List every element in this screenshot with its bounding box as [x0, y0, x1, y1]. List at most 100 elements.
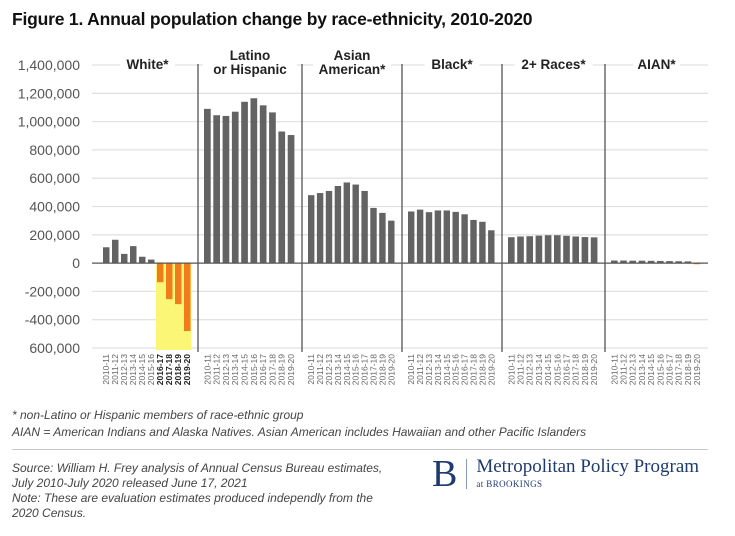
- x-tick-label: 2018-19: [477, 354, 487, 385]
- bar: [629, 260, 637, 264]
- bar: [204, 108, 211, 264]
- x-tick-label: 2011-12: [619, 354, 629, 385]
- x-tick-label: 2018-19: [277, 354, 287, 385]
- bars: [103, 98, 701, 332]
- x-tick-label: 2013-14: [230, 354, 240, 385]
- group-label: AIAN*: [637, 57, 676, 72]
- y-tick-label: 600,000: [29, 340, 80, 356]
- bar: [278, 131, 286, 264]
- note-line-2: 2020 Census.: [12, 506, 87, 520]
- x-tick-label: 2012-13: [424, 354, 434, 385]
- bar: [184, 263, 191, 332]
- x-tick-label: 2017-18: [164, 354, 174, 385]
- bar: [443, 210, 451, 264]
- x-tick-label: 2014-15: [646, 354, 656, 385]
- bar-chart: 1,400,000 1,200,000 1,000,000 800,000 600,00…: [18, 48, 708, 385]
- x-tick-label: 2012-13: [525, 354, 535, 385]
- x-tick-label: 2011-12: [110, 354, 120, 385]
- group-label: or Hispanic: [213, 62, 287, 77]
- bar: [241, 101, 248, 264]
- x-tick-label: 2019-20: [182, 354, 192, 385]
- x-tick-label: 2016-17: [562, 354, 572, 385]
- x-tick-labels: 2010-11 2011-12 2012-13 2013-14 2014-15 2015-…: [101, 354, 702, 385]
- group-label: Asian: [334, 48, 371, 63]
- bar: [470, 219, 477, 264]
- x-tick-label: 2014-15: [342, 354, 352, 385]
- x-tick-label: 2019-20: [692, 354, 702, 385]
- bar: [325, 190, 333, 264]
- bar: [638, 260, 646, 264]
- y-tick-label: -400,000: [25, 312, 80, 328]
- group-label-bg: [312, 50, 392, 80]
- x-tick-label: 2017-18: [469, 354, 479, 385]
- x-tick-label: 2012-13: [221, 354, 231, 385]
- divider: [12, 449, 708, 450]
- bar: [611, 260, 618, 264]
- bar: [675, 261, 683, 264]
- x-tick-label: 2012-13: [324, 354, 334, 385]
- x-tick-label: 2012-13: [628, 354, 638, 385]
- bar: [563, 235, 570, 264]
- group-label-bg: [424, 50, 480, 76]
- bar: [684, 261, 692, 264]
- x-tick-label: 2017-18: [674, 354, 684, 385]
- y-tick-label: 400,000: [29, 199, 80, 215]
- bar: [572, 236, 580, 264]
- bar: [425, 212, 433, 264]
- x-tick-label: 2011-12: [516, 354, 526, 385]
- footnote-aian: AIAN = American Indians and Alaska Nativ…: [12, 425, 587, 439]
- axes: [92, 64, 708, 352]
- logo-separator: [466, 459, 468, 489]
- bar: [269, 112, 276, 264]
- x-tick-label: 2014-15: [543, 354, 553, 385]
- x-tick-label: 2016-17: [665, 354, 675, 385]
- x-tick-label: 2019-20: [286, 354, 296, 385]
- group-label-bg: [633, 50, 680, 76]
- group-label-bg: [203, 50, 297, 80]
- x-tick-label: 2010-11: [101, 354, 111, 385]
- bar: [352, 184, 359, 264]
- group-label: Latino: [230, 48, 271, 63]
- y-tick-label: 800,000: [29, 142, 80, 158]
- logo-letter: B: [432, 453, 458, 495]
- x-tick-label: 2015-16: [655, 354, 665, 385]
- bar: [213, 115, 220, 264]
- y-tick-label: 1,400,000: [18, 57, 80, 73]
- group-label: American*: [319, 62, 387, 77]
- y-tick-label: 600,000: [29, 170, 80, 186]
- source-line-1: Source: William H. Frey analysis of Annu…: [12, 461, 383, 475]
- x-tick-label: 2010-11: [609, 354, 619, 385]
- group-label-bg: [514, 50, 593, 76]
- x-tick-label: 2010-11: [506, 354, 516, 385]
- figure-title: Figure 1. Annual population change by ra…: [12, 9, 533, 29]
- bar: [166, 263, 173, 300]
- bar: [259, 105, 267, 264]
- x-tick-label: 2019-20: [589, 354, 599, 385]
- y-tick-label: 200,000: [29, 227, 80, 243]
- x-tick-label: 2013-14: [534, 354, 544, 385]
- bar: [479, 221, 486, 264]
- x-tick-label: 2013-14: [128, 354, 138, 385]
- bar: [488, 230, 495, 264]
- x-tick-label: 2015-16: [351, 354, 361, 385]
- bar: [139, 256, 146, 264]
- x-tick-label: 2014-15: [442, 354, 452, 385]
- bar: [112, 239, 119, 264]
- group-label: Black*: [431, 57, 473, 72]
- brookings-logo: B Metropolitan Policy Program at BROOKIN…: [432, 453, 699, 495]
- x-tick-label: 2015-16: [552, 354, 562, 385]
- y-tick-label: 1,200,000: [18, 85, 80, 101]
- x-tick-label: 2017-18: [571, 354, 581, 385]
- x-tick-label: 2013-14: [433, 354, 443, 385]
- bar: [554, 235, 561, 264]
- bar: [250, 98, 258, 264]
- bar: [657, 260, 664, 264]
- bar: [287, 135, 295, 264]
- source-line-2: July 2010-July 2020 released June 17, 20…: [12, 476, 248, 490]
- x-tick-label: 2010-11: [406, 354, 416, 385]
- bar: [148, 259, 155, 264]
- bar: [434, 210, 442, 264]
- x-tick-label: 2010-11: [202, 354, 212, 385]
- bar: [416, 209, 424, 264]
